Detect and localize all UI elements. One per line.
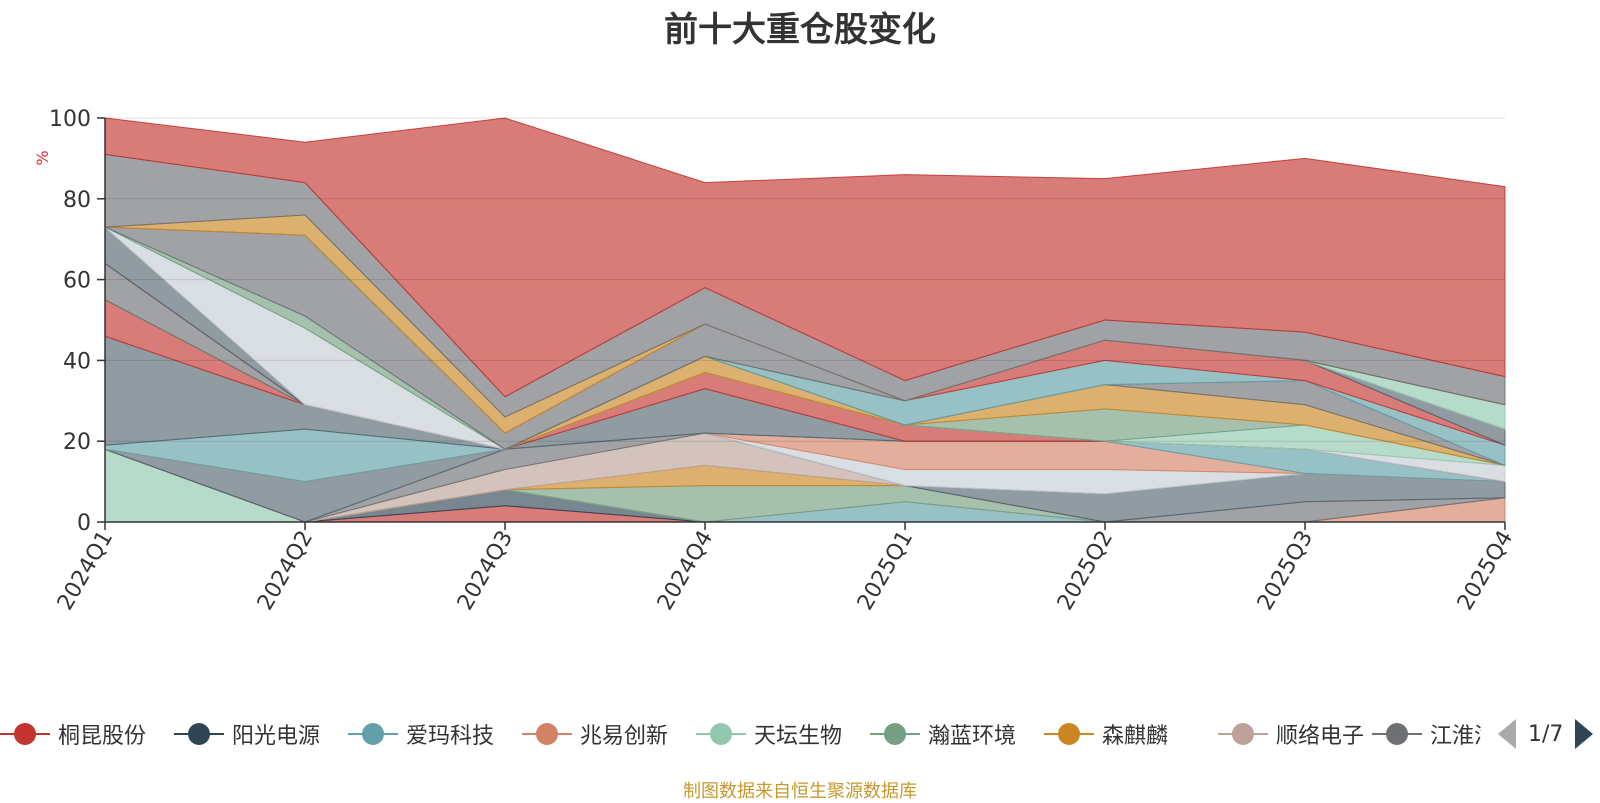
legend-item[interactable]: 天坛生物 [696,716,842,752]
legend-dot [362,723,384,745]
legend-pager: 1/7 [1498,716,1594,752]
legend-item[interactable]: 阳光电源 [174,716,320,752]
x-tick-label: 2025Q3 [1253,527,1318,615]
legend-swatch [1372,716,1422,752]
legend-dot [1386,723,1408,745]
y-tick-label: 40 [63,349,91,374]
legend-dot [710,723,732,745]
chart-title: 前十大重仓股变化 [664,10,936,50]
area-layer [104,117,1506,523]
page-indicator: 1/7 [1528,721,1564,747]
legend-label: 桐昆股份 [58,724,147,749]
legend-item[interactable]: 爱玛科技 [348,716,494,752]
x-tick-label: 2025Q4 [1453,527,1518,615]
legend-item[interactable]: 瀚蓝环境 [870,716,1016,752]
prev-page-icon[interactable] [1498,719,1516,749]
x-tick-label: 2024Q4 [653,527,718,615]
legend-swatch [522,716,572,752]
legend-label: 森麒麟 [1102,724,1169,749]
y-tick-label: 80 [63,188,91,213]
legend: 桐昆股份 阳光电源 爱玛科技 兆易创新 天坛生物 瀚蓝环境 森麒麟 顺络电子 江淮汽车 [0,716,1481,752]
legend-item[interactable]: 顺络电子 [1218,716,1364,752]
legend-label: 兆易创新 [580,724,669,749]
legend-dot [884,723,906,745]
y-tick-label: 100 [49,107,91,132]
legend-items: 桐昆股份 阳光电源 爱玛科技 兆易创新 天坛生物 瀚蓝环境 森麒麟 顺络电子 江淮汽车 [0,716,1481,752]
legend-swatch [696,716,746,752]
gridlines [105,117,1505,442]
x-tick-label: 2024Q2 [253,527,318,615]
legend-label: 顺络电子 [1276,724,1365,749]
legend-label: 江淮汽车 [1430,724,1481,749]
y-tick-label: 20 [63,430,91,455]
legend-item[interactable]: 兆易创新 [522,716,668,752]
legend-item[interactable]: 江淮汽车 [1372,716,1481,752]
legend-item[interactable]: 森麒麟 [1044,716,1168,752]
x-tick-label: 2025Q2 [1053,527,1118,615]
legend-label: 瀚蓝环境 [928,724,1017,749]
x-tick-label: 2024Q1 [53,527,118,615]
legend-dot [188,723,210,745]
next-page-icon[interactable] [1575,719,1594,749]
x-tick-label: 2025Q1 [853,527,918,615]
legend-label: 爱玛科技 [406,724,495,749]
legend-item[interactable]: 桐昆股份 [0,716,146,752]
y-tick-label: 0 [77,511,91,536]
legend-swatch [348,716,398,752]
y-axis-label: % [33,150,52,165]
x-tick-label: 2024Q3 [453,527,518,615]
legend-swatch [1218,716,1268,752]
legend-swatch [1044,716,1094,752]
legend-dot [536,723,558,745]
legend-swatch [0,716,50,752]
legend-dot [1058,723,1080,745]
legend-dot [1232,723,1254,745]
legend-swatch [870,716,920,752]
source-note: 制图数据来自恒生聚源数据库 [683,781,917,802]
legend-dot [14,723,36,745]
y-tick-label: 60 [63,269,91,294]
legend-label: 阳光电源 [232,724,321,749]
legend-label: 天坛生物 [754,724,843,749]
legend-swatch [174,716,224,752]
area-series-29 [104,117,1506,398]
